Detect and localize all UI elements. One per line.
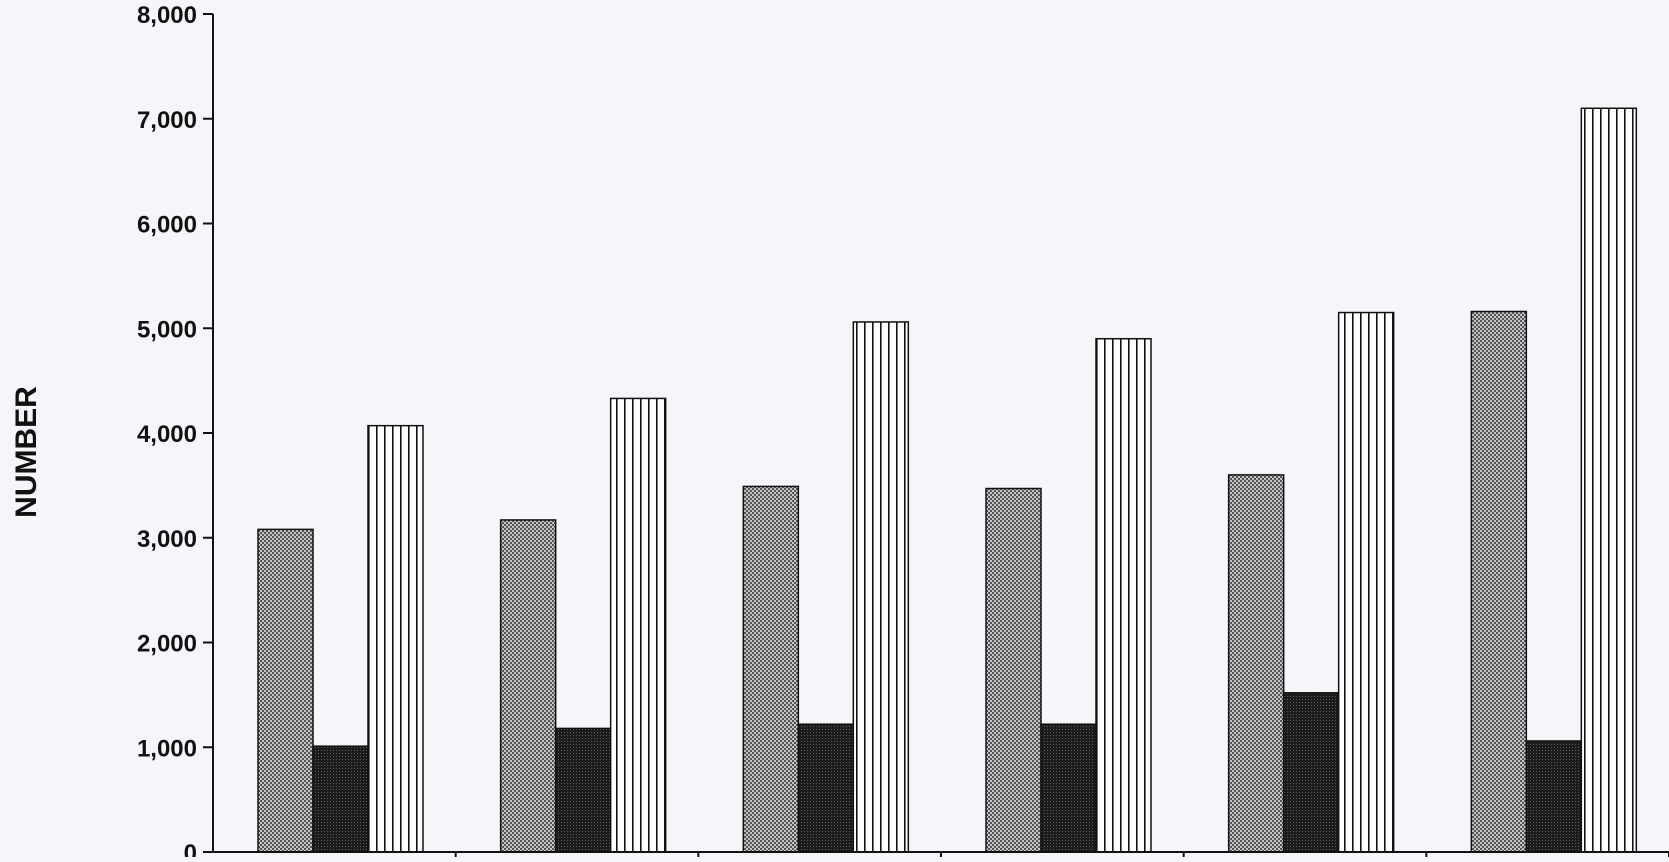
bar-series-3-group-4 (1095, 337, 1152, 853)
bar-series-1-group-5 (1227, 474, 1285, 853)
y-tick-label: 4,000 (137, 421, 197, 448)
y-axis-title: NUMBER (10, 386, 43, 518)
bar-series-1-group-6 (1470, 310, 1528, 853)
y-tick-label: 8,000 (137, 2, 197, 29)
y-tick-label: 5,000 (137, 316, 197, 343)
axes-group (212, 14, 1669, 858)
bar-series-3-group-3 (852, 321, 910, 853)
bar-series-1-group-2 (499, 519, 557, 853)
bar-series-2-group-1 (312, 745, 369, 853)
bar-series-2-group-6 (1525, 740, 1583, 853)
bar-series-1-group-1 (257, 528, 314, 853)
bar-series-1-group-3 (742, 485, 800, 853)
bar-series-1-group-4 (985, 487, 1042, 853)
bar-series-3-group-5 (1337, 311, 1395, 853)
y-tick-label: 3,000 (137, 526, 197, 553)
bar-series-2-group-3 (797, 723, 855, 853)
y-tick-label: 0 (184, 840, 197, 857)
bar-series-3-group-2 (609, 397, 667, 853)
y-tick-label: 6,000 (137, 212, 197, 239)
bar-series-2-group-4 (1040, 723, 1097, 853)
y-tick-label: 7,000 (137, 107, 197, 134)
bar-series-2-group-2 (554, 727, 612, 853)
y-axis-ticks: 0 1,000 2,000 3,000 4,000 5,000 6,000 7,000 8,00… (137, 2, 213, 862)
bar-series-2-group-5 (1282, 692, 1340, 853)
bar-series-3-group-6 (1580, 107, 1638, 853)
y-tick-label: 2,000 (137, 631, 197, 658)
bars-group (257, 107, 1638, 853)
bar-series-3-group-1 (367, 424, 424, 853)
y-tick-label: 1,000 (137, 735, 197, 762)
